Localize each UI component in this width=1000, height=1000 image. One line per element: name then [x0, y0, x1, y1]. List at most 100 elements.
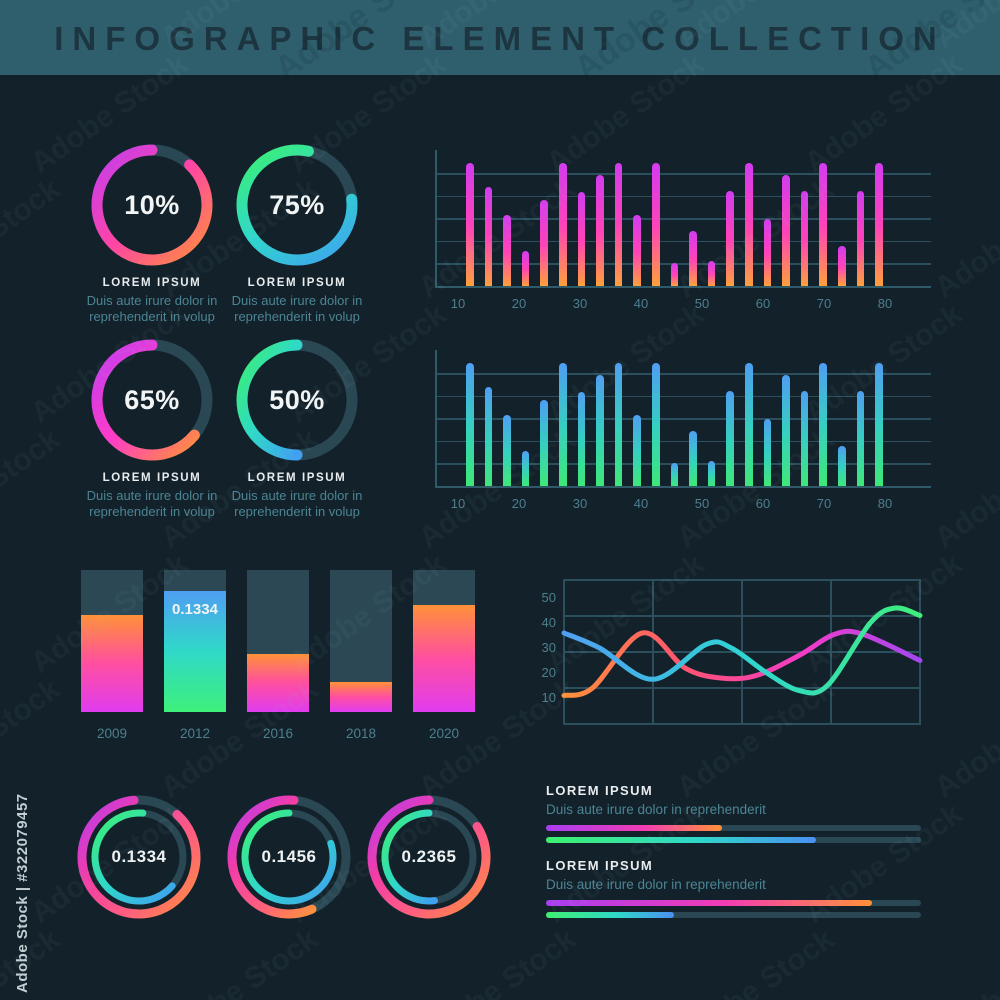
ring-svg: [77, 795, 201, 919]
bar: [763, 419, 772, 486]
x-axis-label: 30: [572, 496, 588, 511]
progress-track: [546, 836, 921, 843]
column-fill: [81, 615, 143, 712]
bar: [800, 391, 809, 486]
x-axis: [435, 486, 931, 488]
column: 0.1334: [164, 570, 226, 712]
progress-fill: [546, 900, 872, 906]
ring-value: 0.2365: [401, 847, 457, 866]
donut-ring-svg: [91, 339, 213, 461]
donut-percent: 75%: [269, 189, 325, 220]
column-fill: [247, 654, 309, 712]
donut-ring-svg: [236, 144, 358, 266]
gridline: [435, 195, 931, 198]
x-axis-label: 20: [511, 296, 527, 311]
progress-fill: [546, 911, 674, 918]
donut-percent: 65%: [124, 384, 180, 415]
bar: [466, 163, 474, 286]
x-axis-label: 10: [450, 496, 466, 511]
bar-chart-cool: 10 20 30 40 50 60 70 80: [435, 350, 935, 518]
watermark-text: Adobe Stock: [928, 172, 1000, 305]
column-fill: [330, 682, 392, 712]
x-axis-label: 70: [816, 496, 832, 511]
x-axis: [435, 286, 931, 288]
donut-title: LOREM IPSUM: [102, 472, 202, 484]
x-axis-label: 60: [755, 296, 771, 311]
bar: [856, 191, 865, 286]
bar: [726, 391, 734, 486]
bar: [707, 261, 716, 286]
gridline: [435, 240, 931, 243]
bar: [577, 392, 586, 486]
progress-title: LOREM IPSUM: [546, 858, 654, 873]
x-axis-label: 70: [816, 296, 832, 311]
bar: [707, 461, 716, 486]
watermark-text: Adobe Stock: [928, 422, 1000, 555]
bar: [633, 215, 641, 286]
column-label: 2018: [345, 726, 377, 741]
bar: [652, 363, 660, 486]
bar: [670, 463, 679, 486]
donut-description: Duis aute irure dolor in reprehenderit i…: [231, 293, 363, 324]
bar: [559, 363, 567, 486]
ring-value: 0.1456: [261, 847, 317, 866]
column-label: 2016: [262, 726, 294, 741]
x-axis-label: 50: [694, 296, 710, 311]
bar: [800, 191, 809, 286]
donut-chart: 65%: [87, 335, 217, 465]
column: [413, 570, 475, 712]
bar: [521, 251, 530, 286]
bar: [652, 163, 660, 286]
ring-chart: 0.2365: [365, 793, 493, 921]
line-chart: 50 40 30 20 10: [530, 570, 930, 735]
ring-svg: [367, 795, 491, 919]
donut-description: Duis aute irure dolor in reprehenderit i…: [86, 293, 218, 324]
column-label: 2009: [96, 726, 128, 741]
column: [330, 570, 392, 712]
column-chart: 2009 0.1334 2012 2016 2018 2020: [81, 570, 481, 750]
bar: [633, 415, 641, 486]
y-axis-label: 50: [541, 590, 556, 605]
bar: [577, 192, 586, 286]
x-axis-label: 60: [755, 496, 771, 511]
bar: [819, 363, 827, 486]
y-axis-label: 30: [541, 640, 556, 655]
bar: [596, 375, 604, 486]
bar: [484, 387, 493, 486]
page-title: INFOGRAPHIC ELEMENT COLLECTION: [54, 20, 946, 57]
donut-title: LOREM IPSUM: [247, 277, 347, 289]
bar: [875, 163, 883, 286]
bar: [875, 363, 883, 486]
progress-description: Duis aute irure dolor in reprehenderit: [546, 802, 766, 817]
watermark-text: Adobe Stock: [928, 672, 1000, 805]
bar: [689, 231, 697, 286]
y-axis-label: 10: [541, 690, 556, 705]
watermark-text: Adobe Stock: [412, 922, 582, 1000]
bar: [745, 163, 753, 286]
x-axis-label: 20: [511, 496, 527, 511]
ring-chart: 0.1456: [225, 793, 353, 921]
bar-chart-warm: 10 20 30 40 50 60 70 80: [435, 150, 935, 318]
ring-svg: [227, 795, 351, 919]
bar: [503, 215, 511, 286]
donut-chart: 10%: [87, 140, 217, 270]
bar: [763, 219, 772, 286]
column: [247, 570, 309, 712]
bar: [596, 175, 604, 286]
column-fill: [413, 605, 475, 712]
gridline: [435, 173, 931, 175]
bar: [503, 415, 511, 486]
bar: [484, 187, 493, 286]
progress-description: Duis aute irure dolor in reprehenderit: [546, 877, 766, 892]
gridline: [435, 218, 931, 220]
donut-ring-svg: [236, 339, 358, 461]
x-axis-label: 10: [450, 296, 466, 311]
y-axis: [435, 350, 437, 488]
donut-card: 65% LOREM IPSUM Duis aute irure dolor in…: [67, 335, 237, 520]
x-axis-label: 80: [877, 496, 893, 511]
line-chart-svg: [561, 579, 923, 725]
progress-track: [546, 911, 921, 918]
donut-chart: 75%: [232, 140, 362, 270]
bar: [521, 451, 530, 486]
gridline: [435, 373, 931, 375]
